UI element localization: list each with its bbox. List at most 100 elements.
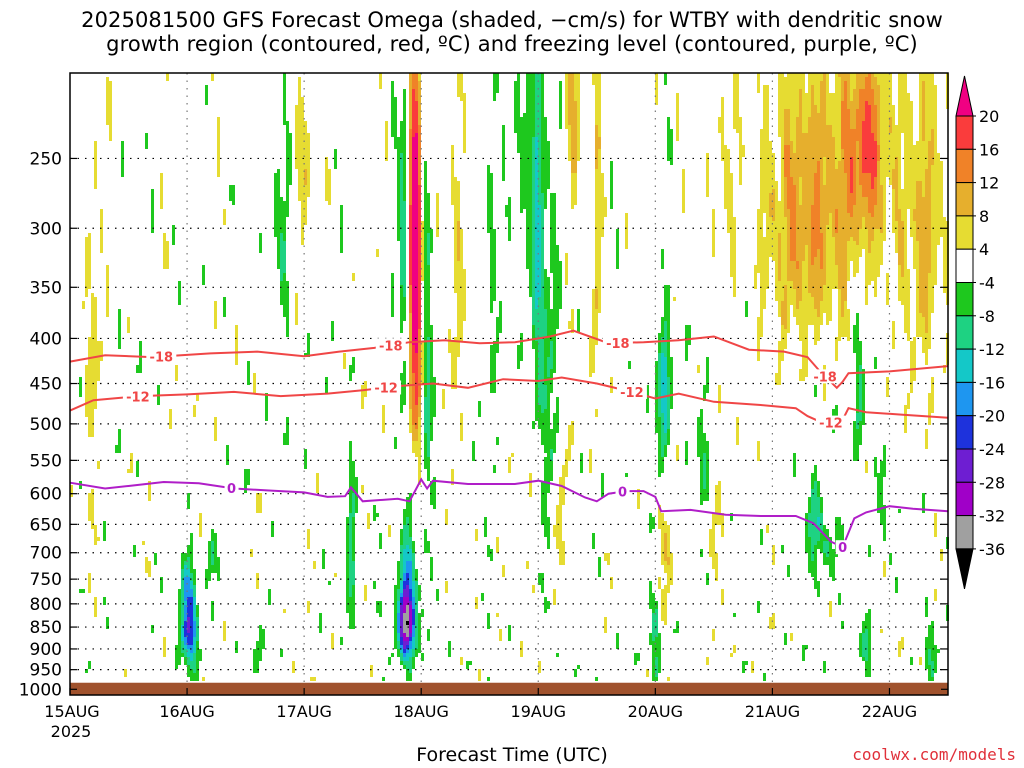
omega-cell xyxy=(862,633,865,657)
omega-cell xyxy=(415,429,418,441)
omega-cell xyxy=(352,493,355,517)
omega-cell xyxy=(850,193,853,217)
omega-cell xyxy=(511,453,514,457)
omega-cell xyxy=(805,93,808,133)
omega-cell xyxy=(394,97,397,149)
omega-cell xyxy=(202,677,205,681)
omega-cell xyxy=(331,321,334,341)
omega-cell xyxy=(850,101,853,129)
omega-cell xyxy=(463,93,466,153)
omega-cell xyxy=(535,73,538,137)
omega-cell xyxy=(772,613,775,629)
omega-cell xyxy=(835,73,838,169)
omega-cell xyxy=(649,581,652,609)
omega-cell xyxy=(229,185,232,201)
colorbar-label: -36 xyxy=(979,540,1005,559)
omega-cell xyxy=(841,149,844,317)
omega-cell xyxy=(508,457,511,473)
omega-cell xyxy=(811,561,814,577)
omega-cell xyxy=(730,173,733,277)
omega-cell xyxy=(532,73,535,137)
omega-cell xyxy=(151,625,154,633)
omega-cell xyxy=(871,189,874,217)
colorbar-label: -32 xyxy=(979,507,1005,526)
omega-cell xyxy=(907,393,910,409)
omega-cell xyxy=(871,241,874,281)
omega-cell xyxy=(397,613,400,633)
omega-cell xyxy=(562,541,565,565)
omega-cell xyxy=(445,581,448,593)
omega-cell xyxy=(577,309,580,333)
omega-cell xyxy=(427,265,430,337)
omega-cell xyxy=(838,517,841,549)
omega-cell xyxy=(193,621,196,637)
omega-cell xyxy=(532,325,535,349)
omega-cell xyxy=(328,169,331,205)
omega-cell xyxy=(148,561,151,577)
omega-cell xyxy=(934,513,937,537)
omega-cell xyxy=(361,385,364,409)
omega-cell xyxy=(928,625,931,649)
omega-cell xyxy=(193,637,196,653)
omega-cell xyxy=(826,225,829,325)
omega-cell xyxy=(463,269,466,321)
omega-cell xyxy=(829,601,832,617)
omega-cell xyxy=(784,177,787,217)
colorbar-label: 16 xyxy=(979,140,999,159)
omega-cell xyxy=(529,473,532,497)
omega-cell xyxy=(922,317,925,353)
omega-cell xyxy=(670,129,673,165)
omega-cell xyxy=(403,549,406,573)
omega-cell xyxy=(913,145,916,209)
omega-cell xyxy=(313,677,316,681)
omega-cell xyxy=(493,341,496,393)
omega-cell xyxy=(784,633,787,645)
omega-cell xyxy=(859,633,862,657)
omega-cell xyxy=(478,669,481,681)
omega-cell xyxy=(205,85,208,105)
omega-cell xyxy=(703,385,706,401)
colorbar-label: -16 xyxy=(979,373,1005,392)
omega-cell xyxy=(853,241,856,277)
omega-cell xyxy=(178,589,181,665)
omega-cell xyxy=(550,309,553,341)
omega-cell xyxy=(778,201,781,233)
omega-cell xyxy=(508,625,511,641)
omega-cell xyxy=(661,513,664,565)
omega-cell xyxy=(796,269,799,309)
omega-cell xyxy=(712,513,715,569)
omega-cell xyxy=(199,513,202,537)
omega-cell xyxy=(874,141,877,177)
omega-cell xyxy=(97,461,100,469)
omega-cell xyxy=(814,257,817,309)
omega-cell xyxy=(736,73,739,133)
omega-cell xyxy=(403,581,406,589)
source-credit[interactable]: coolwx.com/models xyxy=(852,745,1016,764)
omega-cell xyxy=(592,289,595,373)
omega-cell xyxy=(397,589,400,601)
omega-cell xyxy=(814,385,817,397)
contour-label: -12 xyxy=(819,417,843,432)
omega-cell xyxy=(82,589,85,593)
omega-cell xyxy=(406,561,409,573)
omega-cell xyxy=(415,649,418,657)
omega-cell xyxy=(94,597,97,617)
omega-cell xyxy=(664,433,667,445)
omega-cell xyxy=(784,77,787,109)
omega-cell xyxy=(193,405,196,417)
omega-cell xyxy=(376,601,379,613)
omega-cell xyxy=(826,529,829,541)
omega-cell xyxy=(382,677,385,681)
y-tick-label: 1000 xyxy=(19,680,62,700)
omega-cell xyxy=(235,325,238,365)
x-tick-label: 19AUG xyxy=(511,702,566,721)
omega-cell xyxy=(862,197,865,217)
contour-label-bg xyxy=(375,338,406,353)
omega-cell xyxy=(598,73,601,137)
omega-cell xyxy=(703,489,706,501)
omega-cell xyxy=(862,657,865,661)
omega-cell xyxy=(412,89,415,137)
omega-cell xyxy=(835,517,838,557)
colorbar-label: -20 xyxy=(979,407,1005,426)
omega-cell xyxy=(520,117,523,213)
